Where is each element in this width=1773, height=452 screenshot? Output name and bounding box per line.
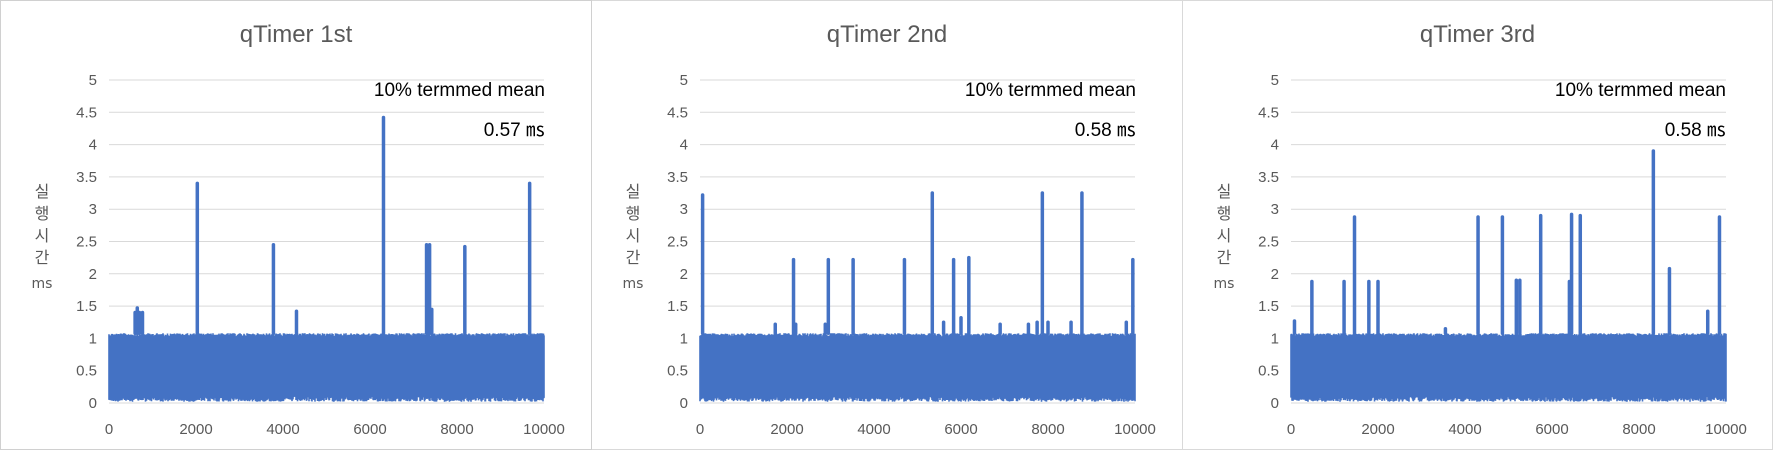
annotation-label: 10% termmed mean: [964, 80, 1136, 101]
x-tick-label: 8000: [440, 421, 473, 438]
y-tick-label: 0.5: [1258, 363, 1279, 380]
x-tick-label: 0: [696, 421, 704, 438]
series-band: [108, 333, 545, 402]
x-tick-label: 4000: [266, 421, 299, 438]
y-axis-label: 실행시간 ms: [622, 181, 644, 295]
x-tick-label: 2000: [179, 421, 212, 438]
y-tick-label: 5: [89, 72, 97, 89]
y-axis-label: 실행시간 ms: [1213, 181, 1235, 295]
y-axis-unit: ms: [622, 276, 644, 292]
y-tick-label: 4.5: [667, 104, 688, 121]
y-tick-label: 2: [89, 266, 97, 283]
x-tick-label: 0: [1287, 421, 1295, 438]
y-tick-label: 0.5: [76, 363, 97, 380]
x-tick-label: 6000: [1535, 421, 1568, 438]
annotation-value: 0.58 ㎳: [1664, 120, 1726, 141]
y-tick-label: 2.5: [667, 234, 688, 251]
y-tick-label: 1.5: [76, 298, 97, 315]
y-axis-unit: ms: [1213, 276, 1235, 292]
series-band: [699, 333, 1136, 402]
y-tick-label: 3: [1271, 201, 1279, 218]
y-tick-label: 1: [680, 330, 688, 347]
chart-panel-3: qTimer 3rd 실행시간 ms 10% termmed mean 0.58…: [1182, 0, 1773, 450]
y-tick-label: 2: [1271, 266, 1279, 283]
y-axis-label-text: 실행시간: [34, 182, 50, 267]
y-axis-label-text: 실행시간: [1216, 182, 1232, 267]
annotation-label: 10% termmed mean: [1554, 80, 1726, 101]
plot-area: 0 0.5 1 1.5 2 2.5 3 3.5 4 4.5 5 0 2000 4000 6000 8000 10…: [76, 72, 565, 438]
y-tick-label: 2.5: [76, 234, 97, 251]
x-tick-label: 6000: [353, 421, 386, 438]
x-tick-label: 0: [105, 421, 113, 438]
y-tick-label: 5: [1271, 72, 1279, 89]
x-tick-label: 8000: [1622, 421, 1655, 438]
x-tick-label: 10000: [1114, 421, 1156, 438]
y-tick-label: 1: [1271, 330, 1279, 347]
x-tick-label: 4000: [857, 421, 890, 438]
plot-area: 0 0.5 1 1.5 2 2.5 3 3.5 4 4.5 5 0 2000 4000 6000 8000 10…: [1258, 72, 1747, 438]
y-tick-label: 4: [1271, 137, 1279, 154]
y-tick-label: 3.5: [667, 169, 688, 186]
x-tick-label: 2000: [1361, 421, 1394, 438]
chart-panel-1: qTimer 1st 실행시간 ms 10% termmed mean 0.57…: [0, 0, 592, 450]
plot-area: 0 0.5 1 1.5 2 2.5 3 3.5 4 4.5 5 0 2000 4000 6000 8000 10…: [667, 72, 1156, 438]
y-axis-label-text: 실행시간: [625, 182, 641, 267]
y-tick-label: 0: [680, 395, 688, 412]
y-tick-label: 0.5: [667, 363, 688, 380]
y-axis-label: 실행시간 ms: [31, 181, 53, 295]
y-tick-label: 2.5: [1258, 234, 1279, 251]
y-tick-label: 5: [680, 72, 688, 89]
series-band: [1290, 333, 1727, 402]
chart-panel-2: qTimer 2nd 실행시간 ms 10% termmed mean 0.58…: [592, 0, 1182, 450]
y-tick-label: 4.5: [1258, 104, 1279, 121]
x-tick-label: 6000: [944, 421, 977, 438]
chart-title: qTimer 3rd: [1419, 21, 1536, 48]
y-tick-label: 3.5: [1258, 169, 1279, 186]
y-axis-unit: ms: [31, 276, 53, 292]
x-tick-label: 2000: [770, 421, 803, 438]
y-tick-label: 3: [89, 201, 97, 218]
x-tick-label: 4000: [1448, 421, 1481, 438]
annotation-value: 0.57 ㎳: [483, 120, 545, 141]
chart-title: qTimer 2nd: [826, 21, 948, 48]
y-tick-label: 0: [1271, 395, 1279, 412]
y-tick-label: 1: [89, 330, 97, 347]
y-tick-label: 3.5: [76, 169, 97, 186]
annotation-value: 0.58 ㎳: [1074, 120, 1136, 141]
x-tick-label: 8000: [1031, 421, 1064, 438]
y-tick-label: 0: [89, 395, 97, 412]
chart-title: qTimer 1st: [239, 21, 353, 48]
y-tick-label: 1.5: [1258, 298, 1279, 315]
y-tick-label: 2: [680, 266, 688, 283]
annotation-label: 10% termmed mean: [373, 80, 545, 101]
y-tick-label: 4: [680, 137, 688, 154]
y-tick-label: 1.5: [667, 298, 688, 315]
x-tick-label: 10000: [1705, 421, 1747, 438]
y-tick-label: 4.5: [76, 104, 97, 121]
y-tick-label: 4: [89, 137, 97, 154]
x-tick-label: 10000: [523, 421, 565, 438]
y-tick-label: 3: [680, 201, 688, 218]
